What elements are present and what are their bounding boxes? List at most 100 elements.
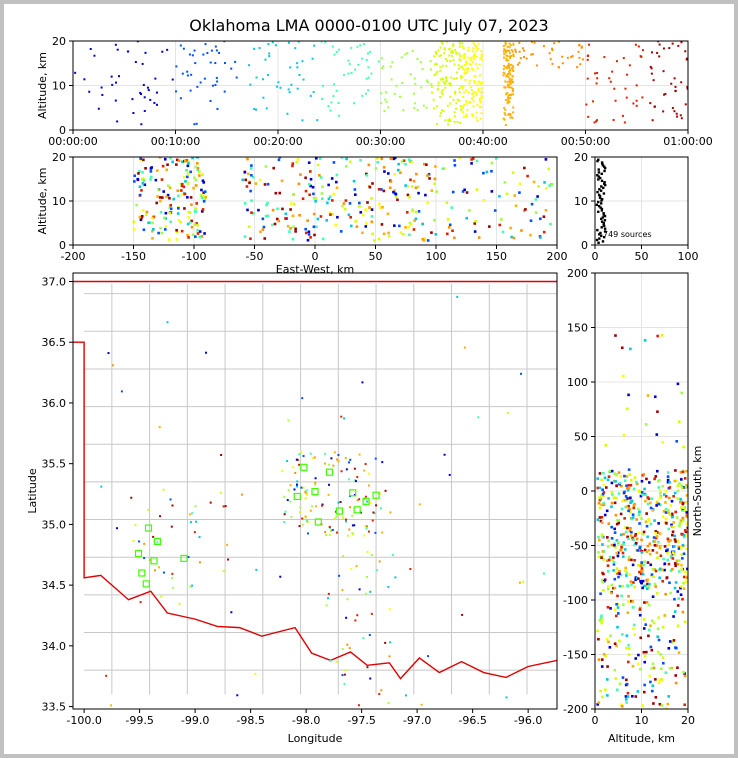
source-point bbox=[175, 90, 178, 93]
source-point bbox=[618, 481, 622, 485]
source-point bbox=[668, 47, 671, 50]
source-point bbox=[357, 63, 360, 66]
source-point bbox=[149, 170, 153, 173]
source-point bbox=[682, 575, 686, 579]
source-point bbox=[512, 89, 515, 92]
source-point bbox=[644, 584, 648, 588]
source-point bbox=[259, 230, 262, 234]
source-point bbox=[268, 52, 271, 55]
source-point bbox=[373, 239, 376, 242]
source-point bbox=[586, 77, 589, 80]
source-point bbox=[367, 89, 370, 92]
source-point bbox=[276, 85, 279, 88]
histogram-point bbox=[597, 168, 600, 171]
source-point bbox=[135, 203, 138, 207]
source-point bbox=[377, 237, 381, 241]
source-point bbox=[512, 54, 515, 57]
source-point bbox=[653, 105, 656, 108]
source-point bbox=[598, 486, 602, 490]
source-point bbox=[673, 538, 677, 541]
source-point bbox=[201, 179, 205, 183]
source-point bbox=[393, 172, 396, 176]
source-point bbox=[667, 543, 670, 547]
histogram-point bbox=[596, 228, 599, 232]
source-point bbox=[166, 163, 169, 166]
source-point bbox=[367, 472, 370, 475]
source-point bbox=[169, 220, 173, 224]
source-point bbox=[658, 496, 662, 499]
source-point bbox=[328, 195, 332, 198]
source-point bbox=[627, 468, 631, 471]
histogram-point bbox=[600, 197, 604, 201]
source-point bbox=[456, 98, 459, 101]
source-point bbox=[576, 66, 579, 69]
source-point bbox=[649, 680, 652, 684]
source-point bbox=[512, 43, 515, 46]
source-point bbox=[657, 681, 661, 684]
source-point bbox=[518, 581, 521, 584]
source-point bbox=[168, 211, 172, 215]
histogram-point bbox=[597, 175, 600, 178]
histogram-point bbox=[602, 235, 606, 239]
source-point bbox=[325, 534, 328, 537]
source-point bbox=[352, 179, 356, 183]
source-point bbox=[480, 91, 483, 94]
source-point bbox=[175, 228, 178, 232]
source-point bbox=[271, 41, 274, 44]
source-point bbox=[154, 178, 158, 182]
source-point bbox=[230, 67, 233, 70]
station-marker bbox=[300, 463, 308, 471]
source-point bbox=[650, 67, 653, 70]
source-point bbox=[141, 208, 145, 212]
x-tick-label: 200 bbox=[547, 250, 568, 263]
source-point bbox=[163, 216, 166, 220]
y-tick-label: 20 bbox=[574, 151, 588, 164]
source-point bbox=[338, 114, 341, 117]
source-point bbox=[616, 571, 619, 575]
source-point bbox=[288, 230, 291, 233]
source-point bbox=[404, 162, 407, 166]
source-point bbox=[625, 634, 629, 637]
source-point bbox=[329, 659, 332, 662]
source-point bbox=[323, 462, 326, 465]
source-point bbox=[664, 501, 667, 504]
source-point bbox=[462, 95, 465, 98]
source-point bbox=[653, 568, 656, 571]
source-point bbox=[650, 72, 653, 75]
y-tick-label: 33.5 bbox=[42, 701, 67, 714]
source-point bbox=[274, 44, 277, 47]
source-point bbox=[613, 501, 617, 505]
source-point bbox=[196, 224, 199, 227]
source-point bbox=[428, 177, 431, 180]
source-point bbox=[387, 106, 390, 109]
source-point bbox=[461, 76, 464, 79]
source-point bbox=[476, 84, 479, 87]
source-point bbox=[675, 559, 679, 563]
source-point bbox=[452, 44, 455, 47]
source-point bbox=[676, 540, 680, 543]
source-point bbox=[663, 614, 667, 617]
source-point bbox=[618, 584, 622, 588]
source-point bbox=[449, 95, 452, 98]
source-point bbox=[443, 52, 446, 55]
source-point bbox=[107, 352, 110, 355]
source-point bbox=[450, 206, 454, 209]
source-point bbox=[507, 97, 510, 100]
histogram-point bbox=[603, 181, 606, 184]
source-point bbox=[479, 106, 482, 109]
source-point bbox=[647, 497, 651, 501]
source-point bbox=[682, 486, 686, 489]
source-point bbox=[430, 85, 433, 88]
source-point bbox=[187, 215, 191, 219]
histogram-point bbox=[603, 214, 607, 218]
source-point bbox=[166, 321, 169, 324]
source-point bbox=[312, 196, 316, 200]
source-point bbox=[111, 364, 114, 367]
source-point bbox=[504, 43, 507, 46]
source-point bbox=[420, 86, 423, 89]
source-point bbox=[470, 158, 473, 161]
source-point bbox=[675, 112, 678, 115]
source-point bbox=[278, 191, 282, 195]
source-point bbox=[356, 614, 359, 617]
